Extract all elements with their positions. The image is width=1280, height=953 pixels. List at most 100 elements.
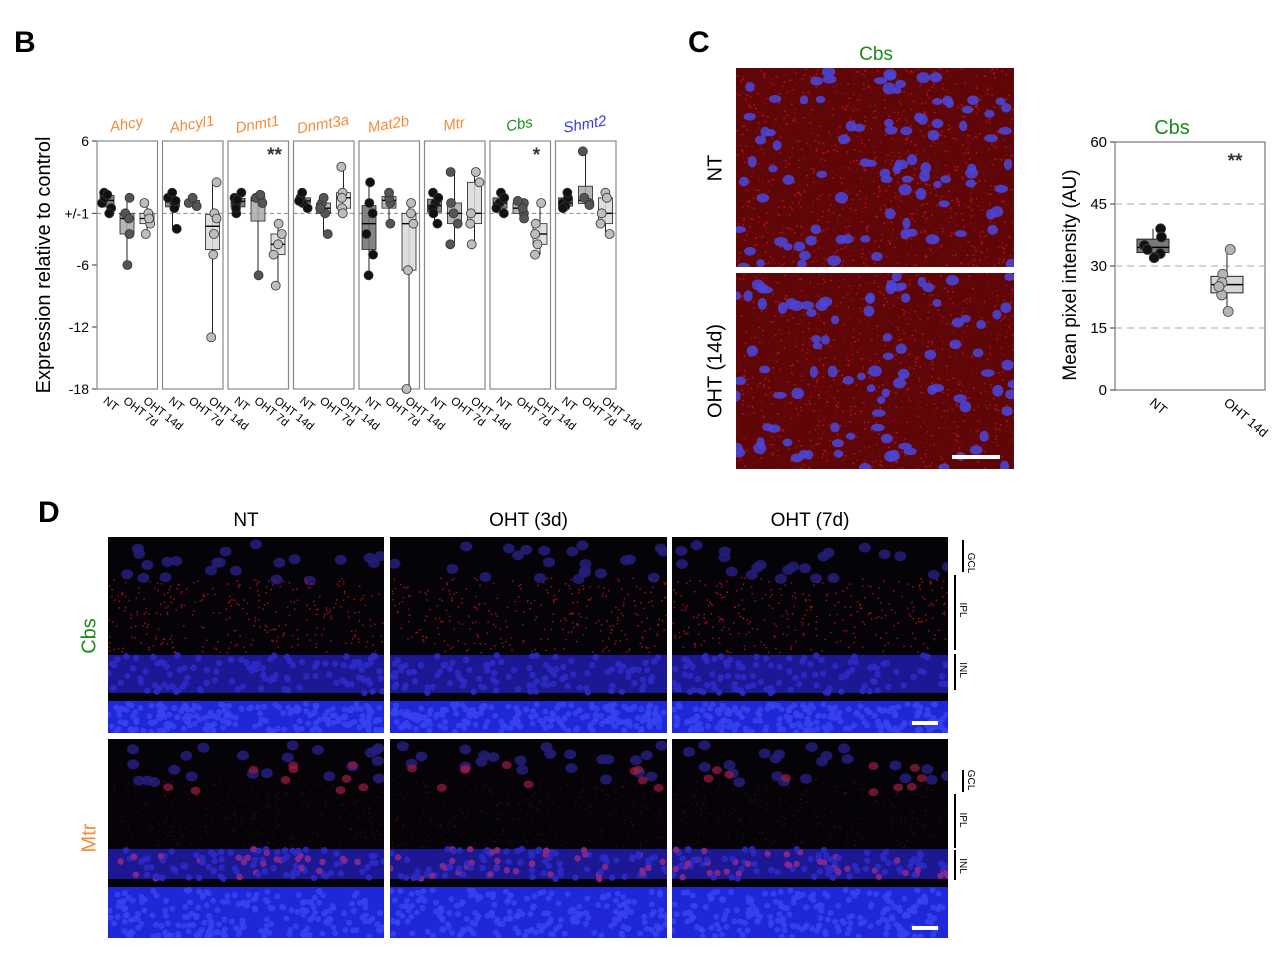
inl-nucleus [144, 687, 151, 694]
stain-speckle [290, 600, 292, 603]
onl-nucleus [609, 707, 616, 714]
stain-speckle [148, 649, 150, 651]
stain-speckle [864, 70, 866, 72]
stain-speckle [870, 339, 873, 342]
stain-speckle [635, 585, 638, 588]
nucleus [972, 348, 984, 358]
stain-speckle [307, 801, 309, 804]
stain-speckle [227, 602, 230, 604]
stain-speckle [850, 249, 852, 252]
stain-speckle [945, 371, 948, 373]
stain-speckle [307, 804, 310, 807]
stain-speckle [970, 202, 973, 205]
stain-speckle [885, 255, 888, 258]
stain-speckle [777, 454, 780, 457]
onl-nucleus [638, 706, 645, 713]
stain-speckle [781, 231, 784, 234]
stain-speckle [843, 248, 846, 250]
stain-speckle [807, 383, 810, 386]
stain-speckle [253, 814, 255, 817]
stain-speckle [922, 461, 925, 463]
onl-nucleus [363, 702, 370, 709]
stain-speckle [736, 276, 738, 279]
stain-speckle [148, 646, 150, 649]
stain-speckle [842, 260, 845, 262]
nucleus [835, 234, 847, 245]
stain-speckle [796, 195, 798, 197]
stain-speckle [905, 263, 908, 265]
nucleus [746, 345, 758, 357]
stain-speckle [904, 153, 907, 155]
stain-speckle [400, 627, 402, 630]
stain-speckle [961, 176, 964, 178]
stain-speckle [309, 608, 311, 610]
stain-speckle [929, 465, 932, 467]
stain-speckle [772, 443, 775, 446]
stain-speckle [978, 250, 981, 253]
stain-speckle [894, 612, 897, 614]
stain-speckle [938, 68, 941, 70]
stain-speckle [1003, 251, 1005, 254]
stain-speckle [416, 631, 419, 634]
inl-nucleus [110, 685, 117, 692]
stain-speckle [820, 414, 822, 417]
stain-speckle [730, 651, 732, 654]
stain-speckle [975, 135, 977, 138]
nucleus [816, 170, 828, 179]
stain-speckle [157, 589, 159, 592]
nucleus [880, 433, 893, 444]
stain-speckle [949, 427, 952, 429]
stain-speckle [991, 292, 994, 294]
stain-speckle [511, 580, 514, 582]
nucleus [1005, 258, 1014, 267]
stain-speckle [967, 140, 969, 143]
stain-speckle [148, 824, 150, 826]
stain-speckle [990, 384, 992, 386]
onl-nucleus [133, 719, 140, 726]
stain-speckle [934, 152, 936, 154]
inl-nucleus [844, 669, 851, 677]
stain-speckle [632, 577, 635, 579]
stain-speckle [374, 650, 377, 653]
inl-nucleus [228, 678, 236, 685]
stain-speckle [966, 279, 969, 281]
stain-speckle [767, 190, 769, 193]
stain-speckle [918, 377, 920, 380]
stain-speckle [342, 580, 345, 583]
stain-speckle [949, 355, 951, 358]
stain-speckle [914, 168, 916, 170]
stain-speckle [762, 244, 765, 247]
stain-speckle [917, 304, 920, 307]
stain-speckle [893, 111, 896, 114]
stain-speckle [748, 391, 750, 393]
stain-speckle [770, 391, 772, 394]
nucleus [880, 175, 893, 183]
stain-speckle [942, 320, 945, 323]
stain-speckle [836, 217, 839, 220]
stain-speckle [940, 259, 942, 262]
stain-speckle [751, 405, 753, 407]
inl-nucleus [203, 666, 210, 674]
stain-speckle [838, 325, 841, 327]
stain-speckle [884, 410, 887, 412]
stain-speckle [817, 316, 820, 319]
stain-speckle [800, 140, 802, 142]
stain-speckle [841, 374, 844, 377]
stain-speckle [143, 613, 145, 615]
stain-speckle [335, 602, 337, 605]
stain-speckle [738, 459, 741, 461]
stain-speckle [786, 412, 788, 415]
stain-speckle [984, 450, 987, 453]
inl-nucleus [560, 663, 567, 671]
stain-speckle [884, 614, 887, 617]
stain-speckle [649, 627, 652, 630]
stain-speckle [929, 580, 931, 583]
stain-speckle [738, 257, 741, 259]
stain-speckle [882, 115, 884, 118]
stain-speckle [274, 794, 276, 796]
stain-speckle [764, 72, 766, 75]
onl-nucleus [739, 714, 746, 721]
onl-nucleus [196, 704, 203, 711]
stain-speckle [155, 638, 157, 640]
